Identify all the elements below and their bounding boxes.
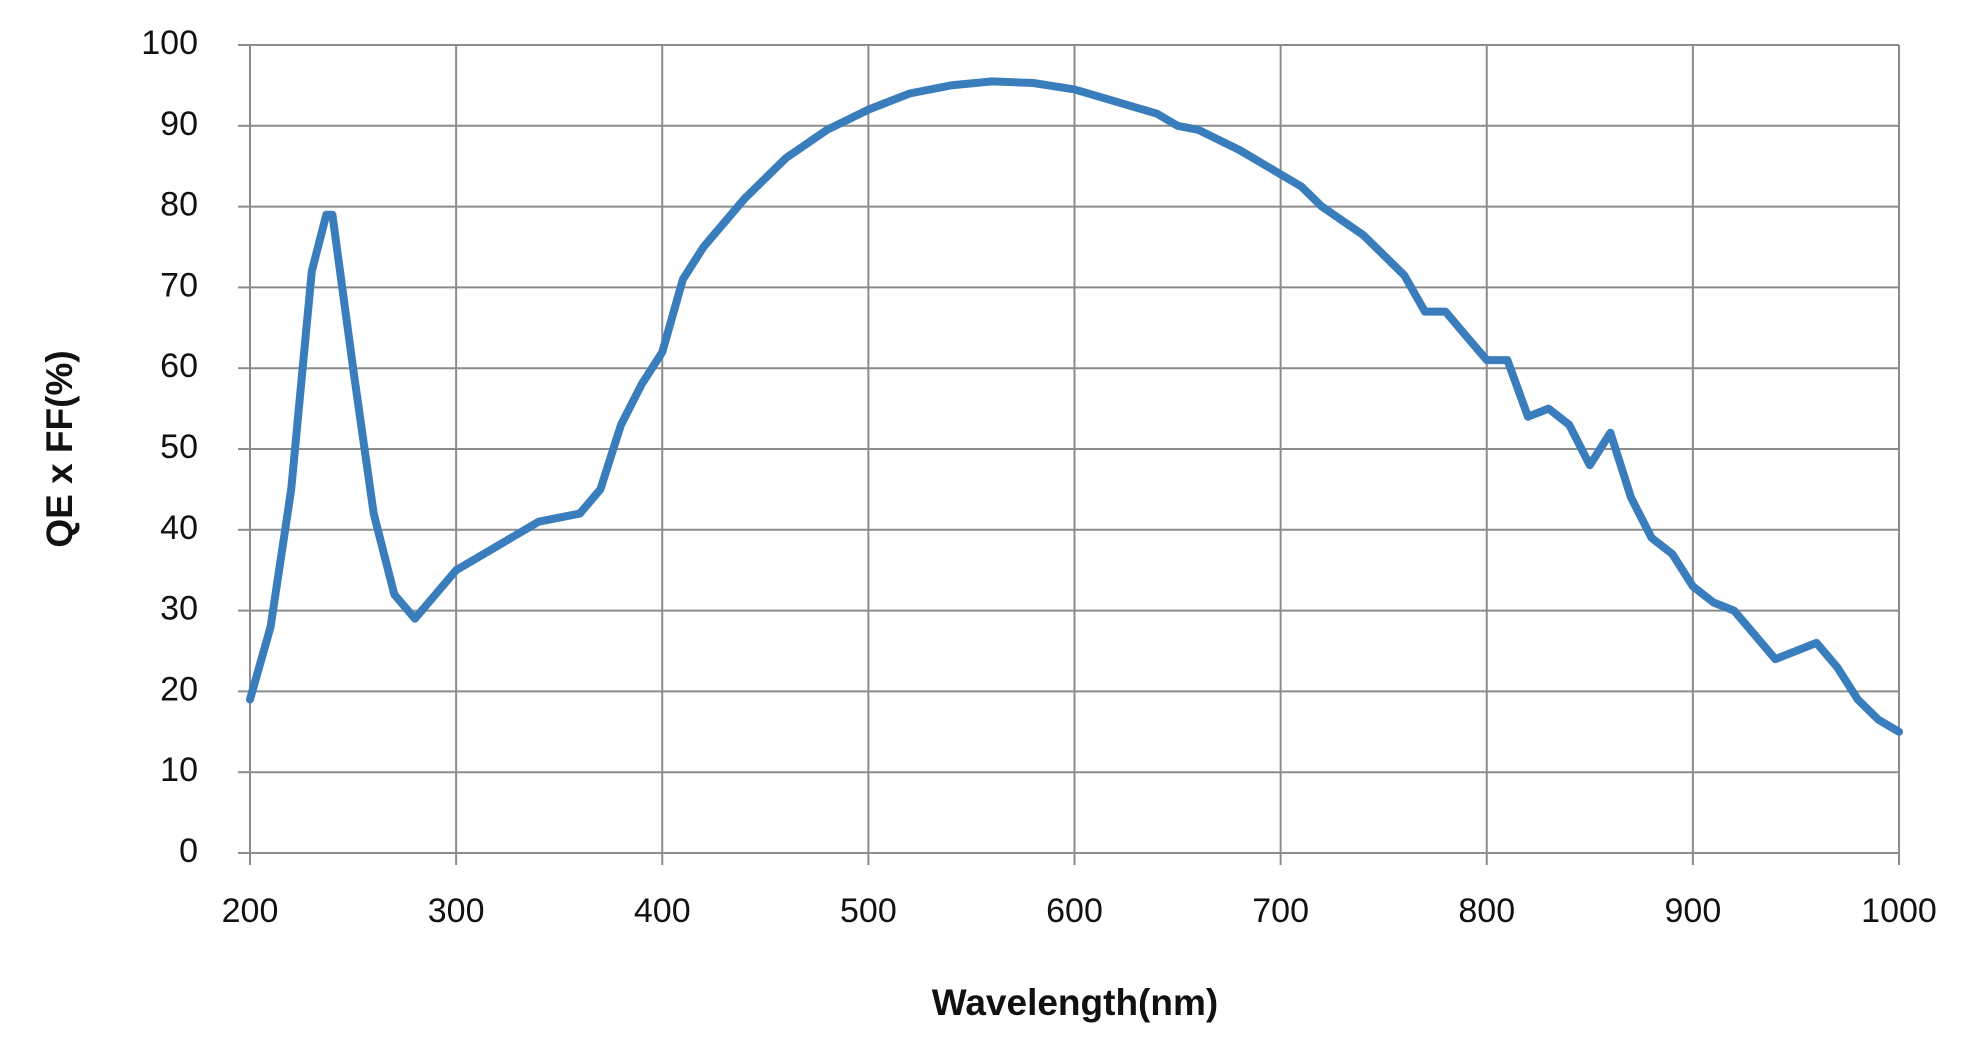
y-axis-title: QE x FF(%) <box>39 350 80 547</box>
x-tick-label: 800 <box>1458 892 1515 930</box>
y-tick-label: 70 <box>160 266 198 304</box>
y-tick-label: 30 <box>160 590 198 628</box>
y-tick-label: 100 <box>141 24 198 62</box>
y-tick-label: 90 <box>160 105 198 143</box>
y-tick-label: 50 <box>160 428 198 466</box>
y-tick-label: 80 <box>160 186 198 224</box>
y-tick-label: 20 <box>160 670 198 708</box>
data-line <box>246 77 1903 736</box>
x-tick-label: 500 <box>840 892 897 930</box>
y-tick-label: 40 <box>160 509 198 547</box>
x-axis-title: Wavelength(nm) <box>932 982 1218 1023</box>
x-tick-label: 300 <box>428 892 485 930</box>
x-tick-label: 600 <box>1046 892 1103 930</box>
y-tick-label: 10 <box>160 751 198 789</box>
y-tick-label: 0 <box>179 832 198 870</box>
x-tick-label: 700 <box>1252 892 1309 930</box>
x-tick-label: 200 <box>222 892 279 930</box>
x-tick-label: 400 <box>634 892 691 930</box>
x-tick-label: 900 <box>1665 892 1722 930</box>
y-tick-label: 60 <box>160 347 198 385</box>
x-tick-label: 1000 <box>1861 892 1937 930</box>
